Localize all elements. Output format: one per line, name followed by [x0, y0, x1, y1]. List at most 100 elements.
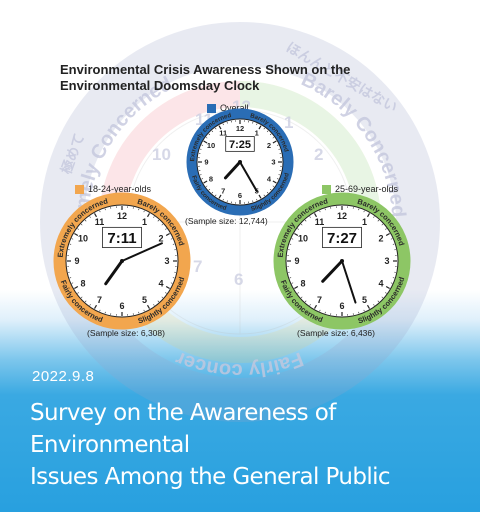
clock-number: 5	[142, 295, 147, 305]
clock-tick	[263, 127, 265, 130]
clock-tick	[300, 296, 303, 299]
clock-number: 8	[81, 279, 86, 289]
clock-number: 5	[362, 295, 367, 305]
clock-number: 7	[317, 295, 322, 305]
clock-number: 12	[337, 211, 347, 221]
clock-tick	[269, 188, 272, 191]
clock-tick	[218, 194, 222, 199]
clock-tick	[366, 304, 371, 309]
clock-tick	[161, 223, 164, 226]
clock-tick	[80, 296, 83, 299]
clock-tick	[377, 300, 380, 303]
title-line: Environmental Crisis Awareness Shown on …	[60, 62, 351, 77]
clock-number: 2	[378, 234, 383, 244]
clock-tick	[170, 238, 173, 240]
minute-hand	[239, 161, 258, 193]
legend-label: 18-24-year-olds	[88, 184, 152, 194]
sample-size: (Sample size: 6,436)	[297, 328, 375, 338]
clock-number: 6	[339, 301, 344, 311]
clock-tick	[385, 285, 390, 290]
clock-ring-edge	[273, 192, 411, 330]
legend-swatch	[322, 184, 331, 194]
clock-tick	[258, 125, 262, 130]
clock-pivot	[120, 259, 124, 263]
clock-tick	[80, 223, 83, 226]
clock-tick	[297, 228, 299, 230]
clock-number: 6	[119, 301, 124, 311]
time-box	[102, 226, 142, 249]
clock-tick	[93, 213, 98, 218]
clock-tick	[146, 304, 151, 309]
clock-tick	[373, 216, 375, 218]
date-label: 2022.9.8	[32, 368, 95, 385]
clock-ring-edge	[53, 192, 191, 330]
clock-pivot	[238, 160, 242, 164]
clock-tick	[165, 285, 170, 290]
clock-number: 3	[164, 256, 169, 266]
title-line: Environmental Doomsday Clock	[60, 78, 260, 93]
clock-tick	[215, 194, 217, 197]
clock-tick	[297, 292, 299, 294]
clock-number: 2	[158, 234, 163, 244]
legend-25-69: 25-69-year-olds	[322, 184, 398, 194]
clock-ring	[187, 109, 293, 215]
clock-tick	[291, 238, 294, 240]
clock-tick	[201, 144, 204, 146]
clock-number: 6	[238, 191, 242, 200]
clock-tick	[304, 219, 307, 222]
clock-tick	[390, 282, 393, 284]
clock-tick	[381, 296, 384, 299]
age-18-24-clock: Extremely concerned Barely concernedSligh…	[53, 192, 191, 330]
clock-tick	[143, 309, 145, 312]
time-readout: 7:25	[229, 139, 251, 151]
clock-tick	[385, 292, 387, 294]
clock-tick	[170, 282, 173, 284]
clock-tick	[93, 304, 98, 309]
minute-hand	[121, 242, 163, 262]
clock-tick	[165, 292, 167, 294]
clock-ring	[274, 193, 410, 329]
clock-number: 9	[74, 256, 79, 266]
clock-tick	[385, 232, 390, 237]
clock-number: 7	[221, 187, 225, 196]
clock-tick	[165, 228, 167, 230]
clock-tick	[222, 198, 224, 201]
clock-tick	[266, 191, 269, 194]
legend-18-24: 18-24-year-olds	[75, 184, 151, 194]
time-readout: 7:27	[327, 230, 357, 247]
clock-tick	[381, 223, 384, 226]
clock-tick	[84, 219, 87, 222]
clock-tick	[161, 296, 164, 299]
minute-hand	[341, 260, 357, 304]
clock-number: 3	[271, 158, 275, 167]
bg-number: 1	[284, 113, 293, 132]
clock-number: 3	[384, 256, 389, 266]
hour-hand	[104, 259, 124, 286]
time-box	[225, 136, 255, 152]
clock-number: 9	[204, 158, 208, 167]
hour-hand	[223, 160, 242, 180]
sample-size: (Sample size: 6,308)	[87, 328, 165, 338]
overall-clock: Extremely concerned Barely concernedSligh…	[186, 108, 294, 216]
clock-tick	[272, 180, 277, 184]
clock-tick	[89, 216, 91, 218]
clock-number: 12	[117, 211, 127, 221]
clock-tick	[153, 216, 155, 218]
clock-number: 9	[294, 256, 299, 266]
clock-number: 10	[298, 234, 308, 244]
clock-tick	[363, 309, 365, 312]
clock-tick	[157, 300, 160, 303]
clock-tick	[222, 123, 224, 126]
clock-tick	[319, 309, 321, 312]
clock-tick	[99, 309, 101, 312]
clock-tick	[218, 125, 222, 130]
clock-ring	[54, 193, 190, 329]
clock-tick	[203, 180, 208, 184]
clock-tick	[276, 178, 279, 180]
bg-number: 10	[152, 145, 171, 164]
clock-tick	[294, 232, 299, 237]
hour-hand	[321, 259, 344, 283]
